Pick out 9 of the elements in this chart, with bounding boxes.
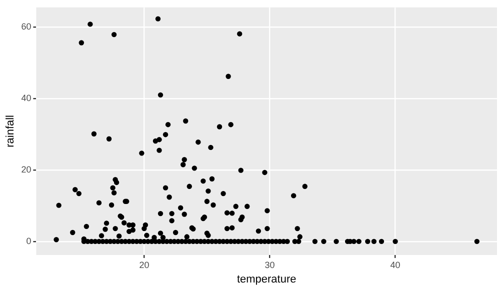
x-tick-label: 20 xyxy=(139,260,150,270)
y-axis-title: rainfall xyxy=(4,114,17,148)
y-tick-label: 40 xyxy=(21,92,32,103)
y-tick-label: 20 xyxy=(21,164,32,174)
y-tick-label: 60 xyxy=(21,22,32,32)
x-axis-title: temperature xyxy=(236,273,296,286)
x-tick-label: 40 xyxy=(390,260,400,270)
y-tick-label: 0 xyxy=(26,236,32,246)
x-tick-label: 30 xyxy=(264,260,275,270)
